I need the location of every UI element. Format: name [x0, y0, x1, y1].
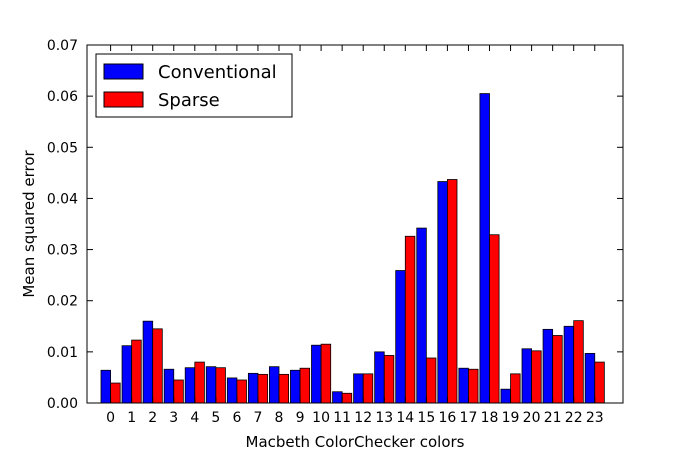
ticks-layer — [87, 44, 623, 404]
bar-sparse-13 — [383, 355, 395, 404]
x-tick-label: 17 — [460, 410, 478, 426]
bar-conventional-4 — [184, 367, 196, 404]
y-tick-label: 0.00 — [47, 396, 78, 412]
x-tick-label: 14 — [396, 410, 414, 426]
bar-sparse-16 — [446, 179, 458, 404]
bar-conventional-11 — [332, 391, 343, 404]
bar-sparse-22 — [573, 320, 584, 404]
bar-sparse-9 — [299, 367, 311, 404]
legend: Conventional Sparse — [95, 53, 293, 118]
bar-conventional-3 — [163, 368, 175, 404]
bar-conventional-8 — [268, 366, 280, 404]
bar-conventional-17 — [458, 367, 469, 404]
bar-sparse-14 — [404, 235, 416, 404]
y-tick-label: 0.03 — [47, 243, 78, 259]
legend-label-sparse: Sparse — [158, 90, 220, 111]
x-tick-label: 5 — [211, 410, 220, 426]
bar-conventional-18 — [479, 93, 490, 404]
bar-conventional-12 — [353, 373, 364, 404]
legend-swatch-sparse — [103, 91, 144, 108]
x-tick-label: 0 — [106, 410, 115, 426]
x-tick-label: 13 — [375, 410, 393, 426]
bar-sparse-19 — [510, 373, 521, 404]
bar-sparse-10 — [320, 343, 332, 404]
bar-conventional-5 — [205, 366, 217, 404]
tick-labels-layer: 0.000.010.020.030.040.050.060.070 1 2 3 4 5 6 7… — [47, 38, 604, 426]
y-tick-label: 0.06 — [47, 89, 78, 105]
bar-sparse-5 — [215, 367, 226, 404]
x-tick-label: 19 — [502, 410, 520, 426]
bar-sparse-6 — [236, 379, 247, 404]
x-tick-label: 3 — [169, 410, 178, 426]
x-tick-label: 23 — [586, 410, 604, 426]
bar-conventional-0 — [100, 369, 112, 404]
bar-conventional-9 — [290, 369, 301, 404]
x-axis-label: Macbeth ColorChecker colors — [246, 433, 465, 451]
x-tick-label: 2 — [148, 410, 157, 426]
y-tick-label: 0.05 — [47, 140, 78, 156]
bar-conventional-6 — [226, 377, 238, 404]
y-tick-label: 0.01 — [47, 345, 78, 361]
x-tick-label: 4 — [190, 410, 199, 426]
x-tick-label: 18 — [481, 410, 499, 426]
bar-conventional-16 — [437, 181, 448, 404]
bar-sparse-17 — [468, 368, 479, 404]
x-tick-label: 12 — [354, 410, 372, 426]
bar-sparse-21 — [552, 335, 563, 404]
legend-label-conventional: Conventional — [158, 62, 277, 83]
x-tick-label: 8 — [275, 410, 284, 426]
legend-swatch-conventional — [103, 63, 144, 80]
bar-conventional-2 — [142, 320, 154, 404]
y-tick-label: 0.07 — [47, 38, 78, 54]
bar-sparse-20 — [531, 350, 542, 404]
x-tick-label: 15 — [417, 410, 435, 426]
bar-conventional-23 — [584, 352, 596, 404]
x-tick-label: 9 — [296, 410, 305, 426]
x-tick-label: 16 — [438, 410, 456, 426]
bar-conventional-22 — [563, 325, 575, 404]
bar-sparse-0 — [110, 382, 121, 404]
bars-layer — [100, 93, 605, 404]
bar-conventional-19 — [500, 388, 511, 404]
bar-sparse-23 — [594, 361, 605, 404]
x-tick-label: 11 — [333, 410, 351, 426]
bar-conventional-13 — [374, 351, 385, 404]
x-tick-label: 6 — [232, 410, 241, 426]
x-tick-label: 22 — [565, 410, 583, 426]
bar-sparse-1 — [131, 339, 142, 404]
bar-sparse-12 — [362, 373, 374, 404]
bar-conventional-14 — [395, 270, 406, 404]
x-tick-label: 21 — [544, 410, 562, 426]
bar-sparse-2 — [152, 328, 163, 404]
bar-sparse-4 — [194, 361, 205, 404]
bar-sparse-7 — [257, 373, 268, 404]
bar-sparse-8 — [278, 373, 290, 404]
bar-sparse-18 — [489, 234, 500, 404]
x-tick-label: 20 — [523, 410, 541, 426]
bar-conventional-7 — [247, 372, 259, 404]
bar-sparse-15 — [425, 357, 437, 404]
bar-conventional-1 — [121, 345, 133, 404]
bar-conventional-15 — [416, 227, 427, 404]
bar-conventional-21 — [542, 328, 554, 404]
bar-conventional-20 — [521, 348, 533, 404]
plot-area-frame — [86, 44, 624, 404]
x-tick-label: 7 — [253, 410, 262, 426]
y-tick-label: 0.04 — [47, 191, 78, 207]
y-tick-label: 0.02 — [47, 294, 78, 310]
x-tick-label: 10 — [312, 410, 330, 426]
bar-sparse-3 — [173, 379, 184, 404]
y-axis-label: Mean squared error — [20, 149, 38, 297]
x-tick-label: 1 — [127, 410, 136, 426]
bar-sparse-11 — [341, 392, 353, 404]
bar-conventional-10 — [311, 344, 322, 404]
